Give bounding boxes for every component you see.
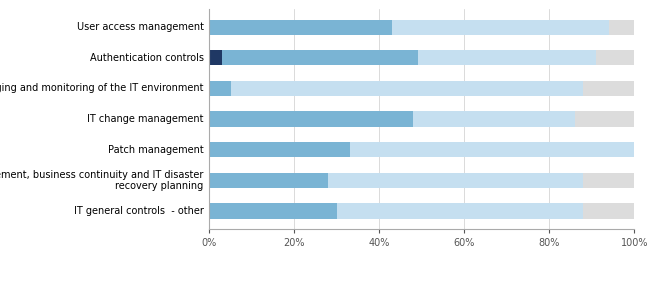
Bar (609, 19, 634, 35)
Bar (222, 50, 418, 66)
Bar (413, 111, 575, 127)
Bar (209, 19, 392, 35)
Bar (209, 173, 328, 188)
Bar (209, 111, 413, 127)
Bar (209, 50, 222, 66)
Bar (209, 81, 230, 96)
Bar (328, 173, 583, 188)
Bar (349, 142, 634, 157)
Bar (418, 50, 596, 66)
Bar (575, 111, 634, 127)
Bar (583, 203, 634, 219)
Bar (209, 142, 349, 157)
Bar (230, 81, 583, 96)
Bar (583, 81, 634, 96)
Bar (392, 19, 609, 35)
Bar (596, 50, 634, 66)
Bar (583, 173, 634, 188)
Bar (337, 203, 583, 219)
Bar (209, 203, 337, 219)
